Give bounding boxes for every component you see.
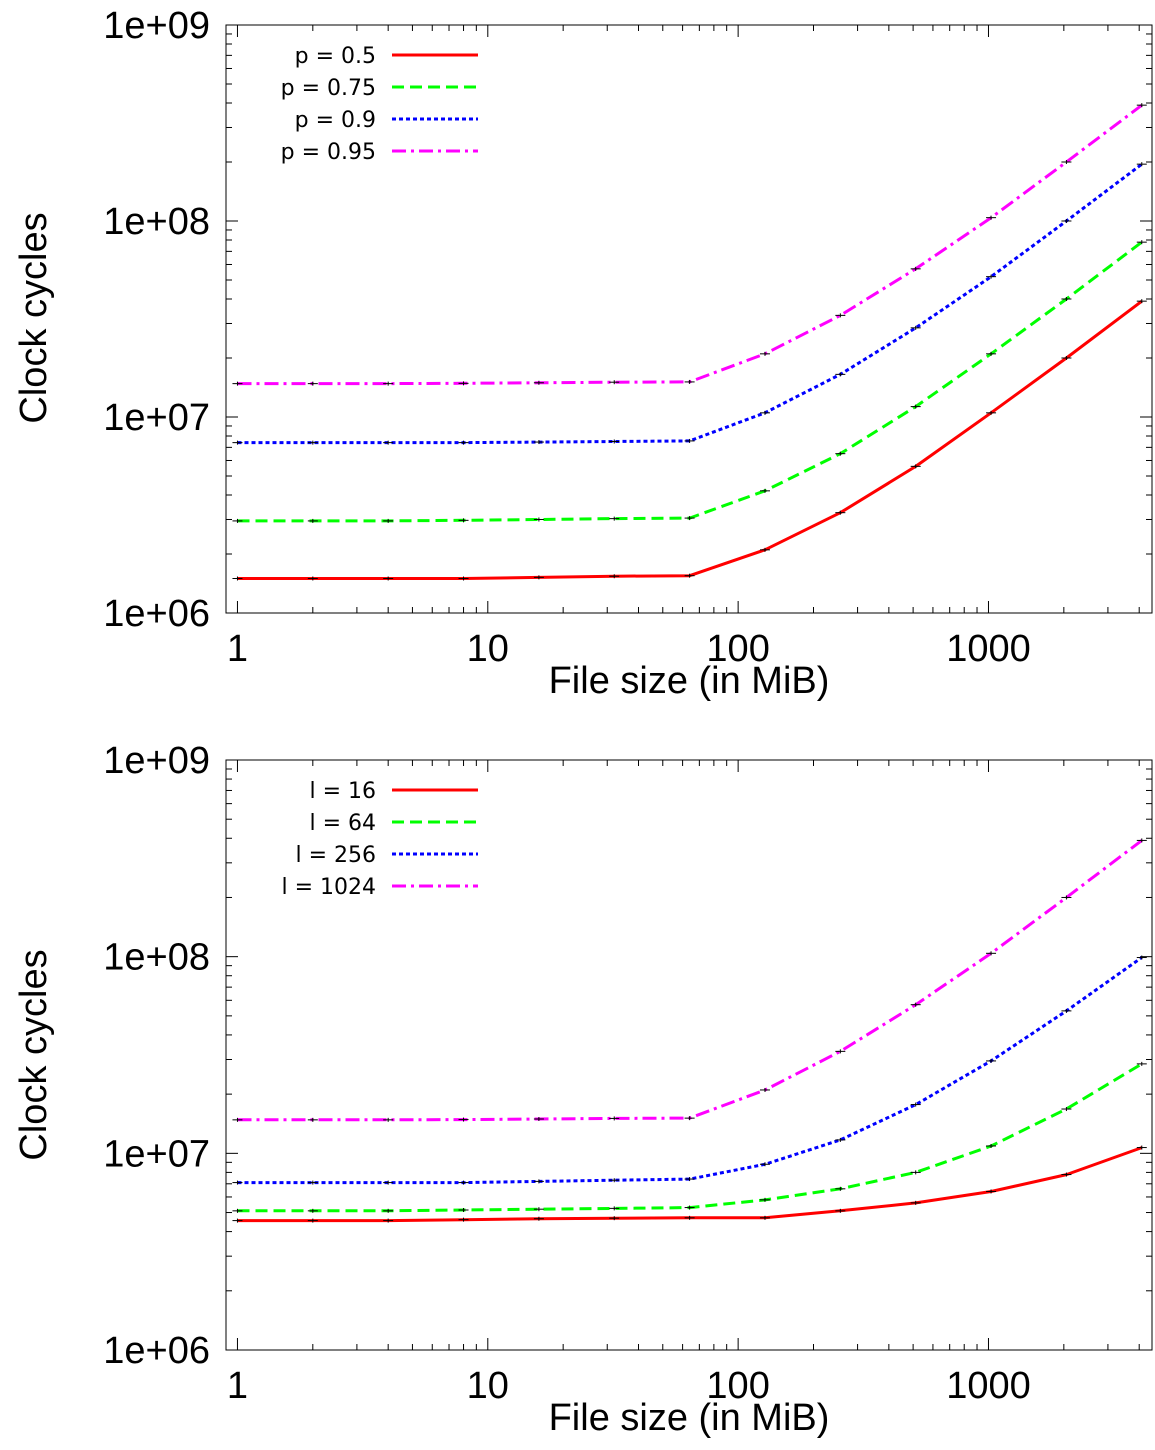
legend-label: l = 64 bbox=[309, 811, 376, 836]
x-tick-label: 1000 bbox=[946, 1365, 1031, 1407]
y-tick-label: 1e+06 bbox=[103, 1330, 210, 1372]
legend-label: p = 0.95 bbox=[281, 140, 376, 165]
error-bars-1 bbox=[232, 299, 1147, 581]
error-bars-1 bbox=[232, 1145, 1147, 1223]
x-tick-label: 1 bbox=[227, 1365, 248, 1407]
error-bars-3 bbox=[232, 955, 1147, 1185]
x-axis-title: File size (in MiB) bbox=[549, 1397, 830, 1439]
legend-label: p = 0.9 bbox=[295, 108, 376, 133]
legend-label: l = 256 bbox=[295, 843, 376, 868]
legend-label: l = 1024 bbox=[281, 875, 376, 900]
x-tick-label: 10 bbox=[467, 1365, 509, 1407]
x-tick-label: 100 bbox=[706, 628, 769, 670]
legend: l = 16 l = 64 l = 256 l = 1024 bbox=[281, 779, 478, 900]
minor-ticks bbox=[225, 25, 1152, 613]
chart-panel-1: 1 10 100 1000 1e+06 1e+07 1e+08 1e+09 File size … bbox=[13, 5, 1153, 702]
y-tick-label: 1e+08 bbox=[103, 201, 210, 243]
x-tick-label: 1 bbox=[227, 628, 248, 670]
error-bars-2 bbox=[232, 240, 1147, 523]
plot-frame bbox=[225, 24, 1153, 614]
y-axis-title: Clock cycles bbox=[13, 212, 55, 423]
y-tick-label: 1e+09 bbox=[103, 5, 210, 47]
y-tick-label: 1e+09 bbox=[103, 740, 210, 782]
error-bars-2 bbox=[232, 1061, 1147, 1213]
x-tick-label: 1000 bbox=[946, 628, 1031, 670]
legend-label: p = 0.75 bbox=[281, 76, 376, 101]
error-bars-3 bbox=[232, 162, 1147, 445]
chart-panel-2: 1 10 100 1000 1e+06 1e+07 1e+08 1e+09 File size … bbox=[13, 740, 1153, 1439]
minor-ticks bbox=[225, 760, 1152, 1350]
x-tick-label: 10 bbox=[467, 628, 509, 670]
plot-frame bbox=[225, 759, 1153, 1351]
x-axis-title: File size (in MiB) bbox=[549, 660, 830, 702]
legend: p = 0.5 p = 0.75 p = 0.9 p = 0.95 bbox=[281, 44, 478, 165]
y-axis-title: Clock cycles bbox=[13, 949, 55, 1160]
y-tick-label: 1e+07 bbox=[103, 1133, 210, 1175]
y-tick-label: 1e+07 bbox=[103, 397, 210, 439]
error-bars-4 bbox=[232, 838, 1147, 1122]
y-tick-label: 1e+08 bbox=[103, 937, 210, 979]
x-tick-label: 100 bbox=[706, 1365, 769, 1407]
legend-label: l = 16 bbox=[309, 779, 376, 804]
series-line-3 bbox=[237, 956, 1143, 1185]
y-tick-label: 1e+06 bbox=[103, 593, 210, 635]
error-bars-4 bbox=[232, 103, 1147, 386]
legend-label: p = 0.5 bbox=[295, 44, 376, 69]
